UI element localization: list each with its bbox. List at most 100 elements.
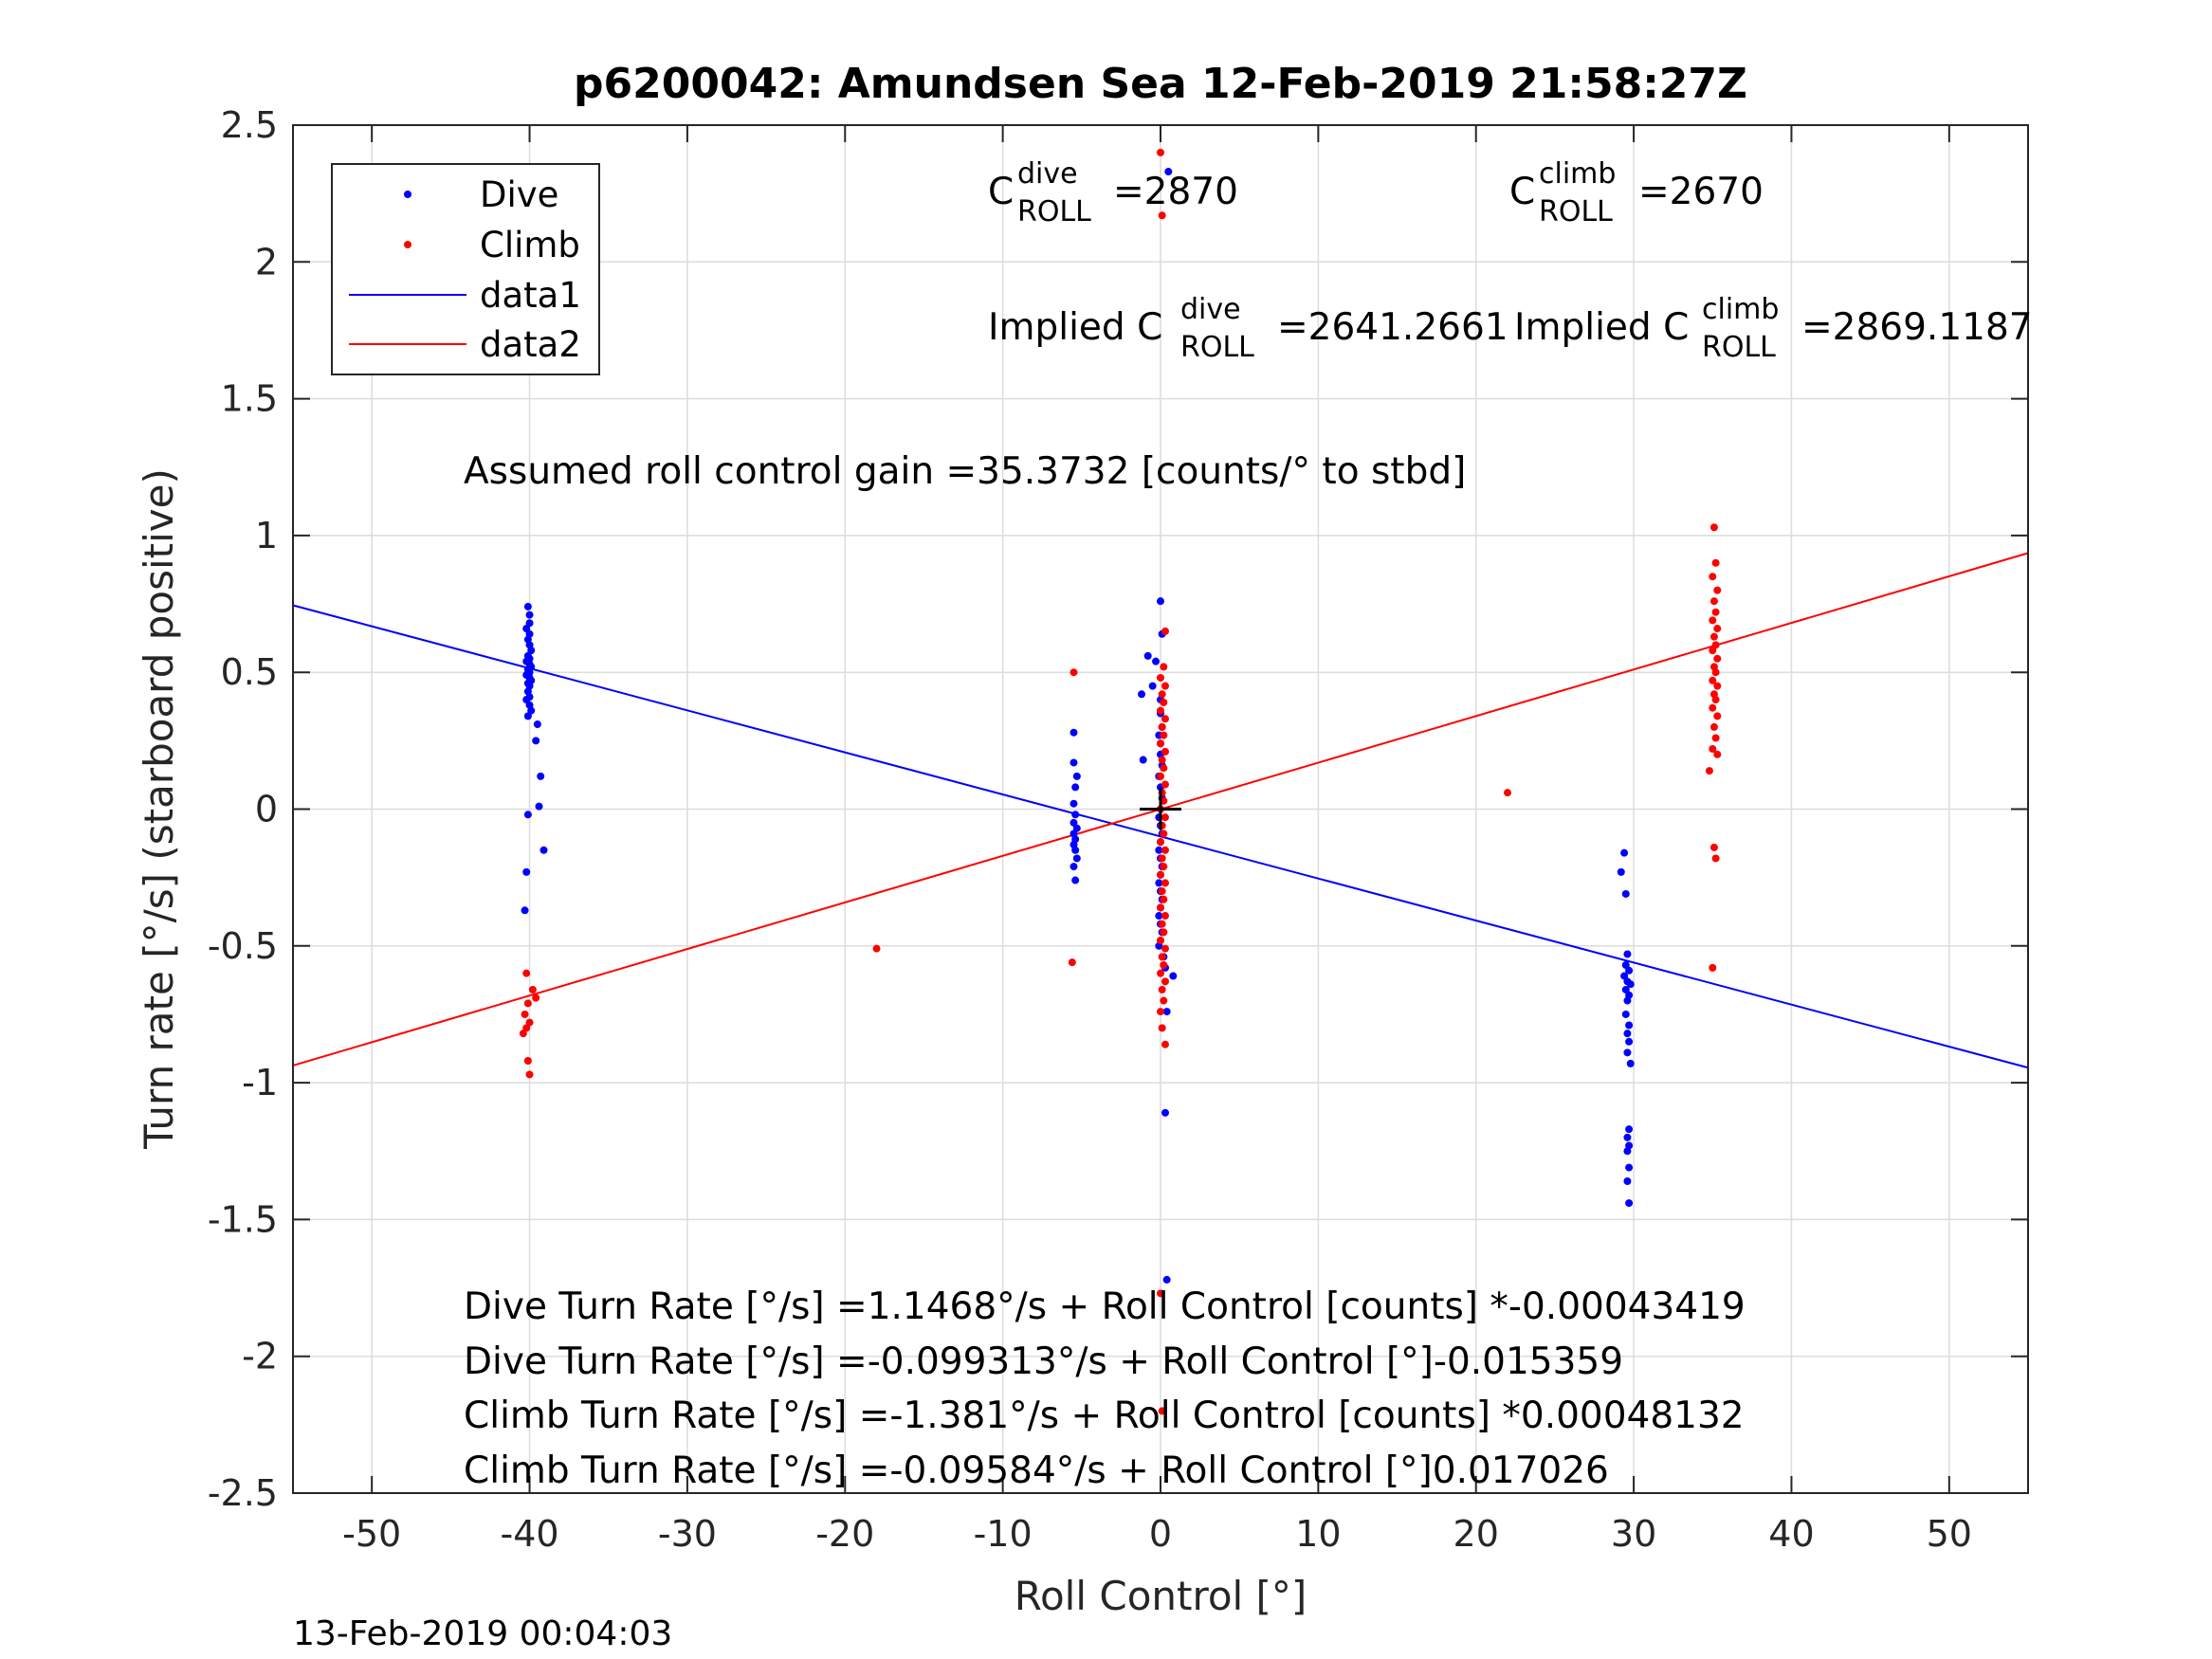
implied-climb-prefix: Implied C (1514, 306, 1689, 349)
climb-point (1161, 879, 1169, 887)
x-tick-label: 10 (1295, 1513, 1341, 1555)
legend-dive-marker (404, 191, 411, 198)
climb-point (521, 1010, 529, 1018)
climb-point (1157, 772, 1164, 780)
climb-point (1713, 712, 1722, 720)
climb-point (1161, 846, 1169, 854)
dive-point (1623, 1176, 1632, 1185)
dive-point (533, 720, 541, 729)
dive-point (1139, 756, 1147, 764)
climb-point (1161, 747, 1169, 756)
climb-point (1711, 696, 1720, 704)
dive-point (1621, 889, 1630, 898)
y-tick-label: 1.5 (221, 378, 278, 420)
climb-point (1158, 1407, 1166, 1415)
dive-point (1623, 1147, 1632, 1156)
climb-point (519, 1030, 527, 1038)
legend-dive-label: Dive (480, 174, 558, 215)
c-climb-value: =2670 (1638, 171, 1764, 213)
x-tick-label: 30 (1611, 1513, 1656, 1555)
climb-point (1158, 211, 1166, 220)
c-dive-base: C (988, 171, 1014, 213)
dive-point (1071, 846, 1080, 854)
climb-point (1158, 756, 1166, 764)
climb-point (1161, 715, 1169, 723)
climb-point (1157, 870, 1164, 879)
dive-point (1161, 1108, 1169, 1117)
climb-point (528, 985, 537, 994)
legend-climb-marker (404, 241, 411, 248)
climb-point (1158, 1024, 1166, 1032)
climb-point (1158, 690, 1166, 699)
climb-point (1160, 863, 1168, 871)
climb-point (1713, 654, 1722, 663)
dive-point (523, 712, 532, 720)
dive-point (1623, 996, 1632, 1005)
fit-annotation-2: Dive Turn Rate [°/s] =-0.099313°/s + Rol… (464, 1340, 1623, 1383)
climb-point (1160, 731, 1168, 739)
implied-climb-annotation: Implied C climb ROLL =2869.1187 (1514, 293, 2033, 364)
dive-point (1625, 1163, 1634, 1172)
climb-point (1158, 887, 1166, 896)
dive-point (1071, 876, 1080, 884)
dive-point (1157, 597, 1164, 606)
dive-point (523, 602, 532, 611)
y-tick-label: 2.5 (221, 104, 278, 146)
dive-point (539, 846, 548, 854)
dive-point (1625, 1021, 1634, 1030)
climb-point (1157, 148, 1164, 156)
climb-point (1711, 558, 1720, 567)
dive-point (1625, 966, 1634, 975)
x-tick-label: -40 (501, 1513, 559, 1555)
climb-point (872, 944, 881, 953)
climb-point (1160, 663, 1168, 671)
x-tick-label: 50 (1927, 1513, 1972, 1555)
climb-point (1157, 706, 1164, 715)
y-axis-label: Turn rate [°/s] (starboard positive) (136, 468, 182, 1150)
y-tick-label: 1 (255, 515, 278, 556)
climb-point (1705, 767, 1713, 775)
dive-point (522, 867, 531, 876)
timestamp: 13-Feb-2019 00:04:03 (293, 1614, 672, 1653)
climb-point (1709, 703, 1717, 712)
y-tick-label: -1 (242, 1062, 278, 1103)
climb-point (1709, 573, 1717, 581)
dive-point (1626, 1059, 1635, 1067)
dive-point (535, 802, 543, 811)
fit-annotation-3: Climb Turn Rate [°/s] =-1.381°/s + Roll … (464, 1395, 1745, 1437)
climb-point (1157, 739, 1164, 748)
x-tick-label: 20 (1453, 1513, 1499, 1555)
climb-point (522, 969, 531, 977)
climb-point (1161, 912, 1169, 921)
climb-point (1711, 734, 1720, 742)
dive-point (1169, 972, 1178, 980)
legend-box (331, 163, 600, 375)
x-tick-label: 0 (1149, 1513, 1172, 1555)
dive-point (1155, 846, 1163, 854)
dive-point (1623, 1048, 1632, 1057)
x-tick-label: -30 (658, 1513, 717, 1555)
legend-data2-label: data2 (480, 324, 581, 365)
climb-point (1709, 597, 1718, 606)
fit-annotation-1: Dive Turn Rate [°/s] =1.1468°/s + Roll C… (464, 1285, 1746, 1328)
gain-annotation: Assumed roll control gain =35.3732 [coun… (464, 450, 1466, 493)
dive-point (1626, 980, 1635, 989)
origin-marker (1140, 788, 1181, 830)
climb-point (1504, 789, 1511, 797)
dive-point (1162, 1008, 1171, 1016)
legend-data1-label: data1 (480, 275, 581, 316)
climb-point (1161, 780, 1169, 789)
dive-point (1069, 863, 1078, 871)
y-tick-label: -0.5 (208, 925, 278, 967)
climb-point (1713, 682, 1722, 690)
dive-point (521, 906, 529, 915)
dive-point (1071, 783, 1080, 792)
climb-point (1157, 969, 1164, 977)
legend: Dive Climb data1 data2 (331, 163, 600, 375)
climb-point (1157, 673, 1164, 682)
dive-point (1623, 1133, 1632, 1141)
climb-point (1161, 1040, 1169, 1048)
x-tick-label: 40 (1768, 1513, 1814, 1555)
x-tick-label: -20 (815, 1513, 874, 1555)
